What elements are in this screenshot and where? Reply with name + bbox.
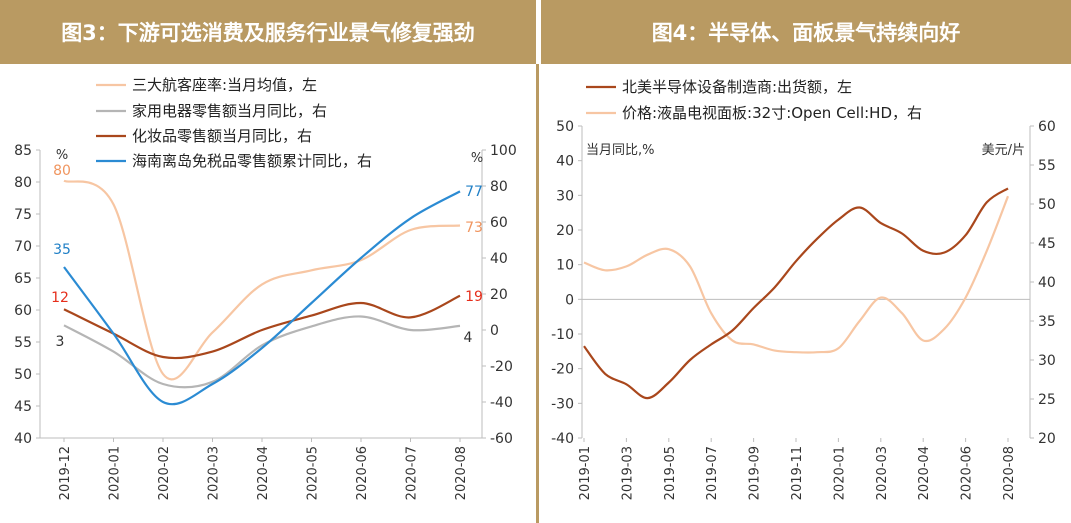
x-tick-label: 2020-08	[1002, 446, 1017, 500]
left-y-tick-label: 40	[14, 431, 32, 447]
series-line-1	[583, 187, 1009, 400]
right-y-tick-label: 60	[1038, 119, 1056, 135]
panel-divider	[536, 64, 539, 523]
right-y-tick-label: 55	[1038, 158, 1056, 174]
series-line-1	[63, 179, 461, 381]
left-y-tick-label: 10	[556, 258, 574, 274]
legend-label-3: 化妆品零售额当月同比，右	[132, 127, 312, 145]
left-y-tick-label: 50	[14, 367, 32, 383]
left-y-tick-label: 75	[14, 207, 32, 223]
x-tick-label: 2019-12	[58, 446, 73, 500]
left-y-tick-label: 20	[556, 223, 574, 239]
legend-label-2: 价格:液晶电视面板:32寸:Open Cell:HD，右	[622, 104, 922, 122]
data-label: 77	[465, 184, 483, 200]
left-y-tick-label: -20	[551, 362, 574, 378]
right-y-tick-label: 60	[490, 215, 508, 231]
x-tick-label: 2019-05	[663, 446, 678, 500]
series-line-2	[583, 195, 1010, 354]
right-y-tick-label: 20	[1038, 431, 1056, 447]
left-y-tick-label: 60	[14, 303, 32, 319]
x-tick-label: 2020-04	[917, 446, 932, 500]
left-y-tick-label: 80	[14, 175, 32, 191]
data-label: 12	[51, 290, 69, 306]
right-y-tick-label: 0	[490, 323, 499, 339]
x-tick-label: 2019-03	[620, 446, 635, 500]
x-tick-label: 2020-03	[875, 446, 890, 500]
data-label: 19	[465, 289, 483, 305]
legend-label-2: 家用电器零售额当月同比，右	[132, 102, 327, 120]
right-y-tick-label: 20	[490, 287, 508, 303]
right-y-tick-label: -40	[490, 395, 513, 411]
x-tick-label: 2020-06	[960, 446, 975, 500]
left-y-axis-label: 当月同比,%	[586, 143, 655, 158]
right-y-tick-label: 50	[1038, 197, 1056, 213]
right-y-unit-label: %	[471, 151, 483, 166]
x-tick-label: 2020-02	[157, 446, 172, 500]
right-y-tick-label: 30	[1038, 353, 1056, 369]
right-y-tick-label: -60	[490, 431, 513, 447]
x-tick-label: 2019-01	[578, 446, 593, 500]
right-y-tick-label: 35	[1038, 314, 1056, 330]
left-y-tick-label: -30	[551, 396, 574, 412]
left-y-tick-label: 65	[14, 271, 32, 287]
left-y-tick-label: 85	[14, 143, 32, 159]
right-y-tick-label: 40	[490, 251, 508, 267]
data-label: 4	[464, 330, 473, 346]
legend-label-1: 北美半导体设备制造商:出货额，左	[622, 78, 852, 96]
legend-label-1: 三大航客座率:当月均值，左	[132, 76, 317, 94]
chart-title-right: 图4：半导体、面板景气持续向好	[541, 0, 1071, 64]
data-label: 73	[465, 220, 483, 236]
x-tick-label: 2020-01	[832, 446, 847, 500]
left-y-tick-label: 45	[14, 399, 32, 415]
left-y-tick-label: 30	[556, 188, 574, 204]
left-y-tick-label: 70	[14, 239, 32, 255]
right-y-tick-label: 45	[1038, 236, 1056, 252]
data-label: 3	[56, 334, 65, 350]
data-label: 80	[53, 163, 71, 179]
chart-title-left: 图3：下游可选消费及服务行业景气修复强劲	[0, 0, 536, 64]
x-tick-label: 2020-04	[256, 446, 271, 500]
series-line-3	[63, 294, 461, 360]
data-label: 35	[53, 242, 71, 258]
x-tick-label: 2020-08	[454, 446, 469, 500]
left-y-tick-label: 0	[565, 292, 574, 308]
right-y-tick-label: 40	[1038, 275, 1056, 291]
left-y-tick-label: 50	[556, 119, 574, 135]
x-tick-label: 2020-07	[405, 446, 420, 500]
left-y-tick-label: 40	[556, 154, 574, 170]
x-tick-label: 2019-11	[790, 446, 805, 500]
x-tick-label: 2020-01	[108, 446, 123, 500]
left-y-unit-label: %	[56, 148, 68, 163]
right-y-tick-label: 25	[1038, 392, 1056, 408]
left-y-tick-label: 55	[14, 335, 32, 351]
series-line-2	[63, 315, 461, 389]
x-tick-label: 2020-06	[355, 446, 370, 500]
x-tick-label: 2019-09	[748, 446, 763, 500]
right-y-tick-label: 100	[490, 143, 517, 159]
x-tick-label: 2020-03	[207, 446, 222, 500]
series-line-4	[63, 190, 461, 406]
x-tick-label: 2020-05	[306, 446, 321, 500]
left-y-tick-label: -40	[551, 431, 574, 447]
x-tick-label: 2019-07	[705, 446, 720, 500]
right-y-axis-label: 美元/片	[982, 143, 1025, 158]
left-y-tick-label: -10	[551, 327, 574, 343]
right-y-tick-label: -20	[490, 359, 513, 375]
legend-label-4: 海南离岛免税品零售额累计同比，右	[132, 152, 372, 170]
right-y-tick-label: 80	[490, 179, 508, 195]
